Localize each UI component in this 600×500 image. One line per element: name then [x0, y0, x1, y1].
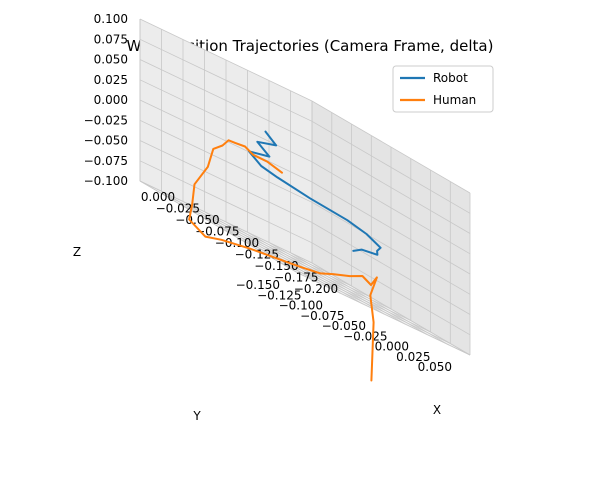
axis-line-x: [297, 272, 471, 356]
x-tick-label: −0.025: [156, 202, 200, 216]
x-tick-label: −0.175: [274, 271, 318, 285]
grid-line-y-floor: [247, 231, 406, 325]
z-tick-label: 0.100: [94, 12, 128, 26]
grid-line-z-right: [311, 201, 471, 295]
z-tick-label: 0.025: [94, 73, 128, 87]
series-line-human: [188, 139, 378, 382]
y-tick-label: 0.000: [375, 340, 409, 354]
tick-labels: −0.200−0.175−0.150−0.125−0.100−0.075−0.0…: [84, 12, 452, 374]
series-line-robot: [248, 130, 382, 256]
x-tick-label: −0.075: [195, 225, 239, 239]
grid-line-z-left: [139, 99, 313, 183]
x-axis-label: X: [433, 403, 441, 417]
grid-line-z-left: [139, 38, 313, 122]
y-tick-label: −0.125: [257, 288, 301, 302]
grid-line-z-right: [311, 222, 471, 315]
z-tick-label: −0.100: [84, 174, 128, 188]
y-tick-label: −0.025: [343, 329, 387, 343]
grid-lines: [139, 18, 471, 356]
grid-line-z-right: [311, 120, 471, 214]
grid-line-z-right: [311, 100, 471, 194]
grid-line-z-left: [139, 79, 313, 163]
grid-line-z-left: [139, 180, 313, 264]
x-tick-label: −0.200: [294, 282, 338, 296]
grid-line-y-floor: [268, 242, 428, 335]
x-tick-label: 0.000: [141, 190, 175, 204]
grid-line-y-floor: [161, 190, 320, 284]
z-tick-label: 0.000: [94, 93, 128, 107]
grid-line-z-left: [139, 18, 313, 102]
grid-line-z-right: [311, 141, 471, 234]
y-tick-label: 0.050: [418, 360, 452, 374]
legend-human-label: Human: [433, 93, 476, 107]
axis-line-y: [139, 180, 299, 274]
grid-line-z-right: [311, 161, 471, 255]
legend-robot-label: Robot: [433, 71, 468, 85]
x-tick-label: −0.125: [235, 248, 279, 262]
y-tick-label: −0.075: [300, 309, 344, 323]
z-tick-label: 0.075: [94, 32, 128, 46]
grid-line-y-floor: [290, 252, 449, 346]
x-tick-label: −0.050: [175, 213, 219, 227]
y-tick-label: −0.050: [322, 319, 366, 333]
x-tick-label: −0.100: [215, 236, 259, 250]
y-tick-label: −0.150: [236, 278, 280, 292]
z-tick-label: 0.050: [94, 53, 128, 67]
z-tick-label: −0.075: [84, 154, 128, 168]
grid-line-z-left: [139, 59, 313, 142]
chart-title: Wrist Position Trajectories (Camera Fram…: [127, 37, 494, 55]
grid-line-z-left: [139, 160, 313, 244]
y-tick-label: 0.025: [396, 350, 430, 364]
y-tick-label: −0.100: [279, 299, 323, 313]
grid-line-y-floor: [204, 211, 363, 305]
grid-line-z-right: [311, 181, 471, 275]
data-series: [188, 130, 382, 382]
z-tick-label: −0.050: [84, 134, 128, 148]
z-tick-label: −0.025: [84, 113, 128, 127]
grid-line-z-left: [139, 140, 313, 223]
grid-line-z-left: [139, 119, 313, 203]
y-axis-label: Y: [192, 409, 201, 423]
grid-line-y-floor: [182, 201, 342, 294]
legend: Robot Human: [392, 65, 494, 113]
z-axis-label: Z: [73, 245, 81, 259]
grid-line-z-right: [311, 262, 471, 356]
grid-line-z-right: [311, 242, 471, 336]
